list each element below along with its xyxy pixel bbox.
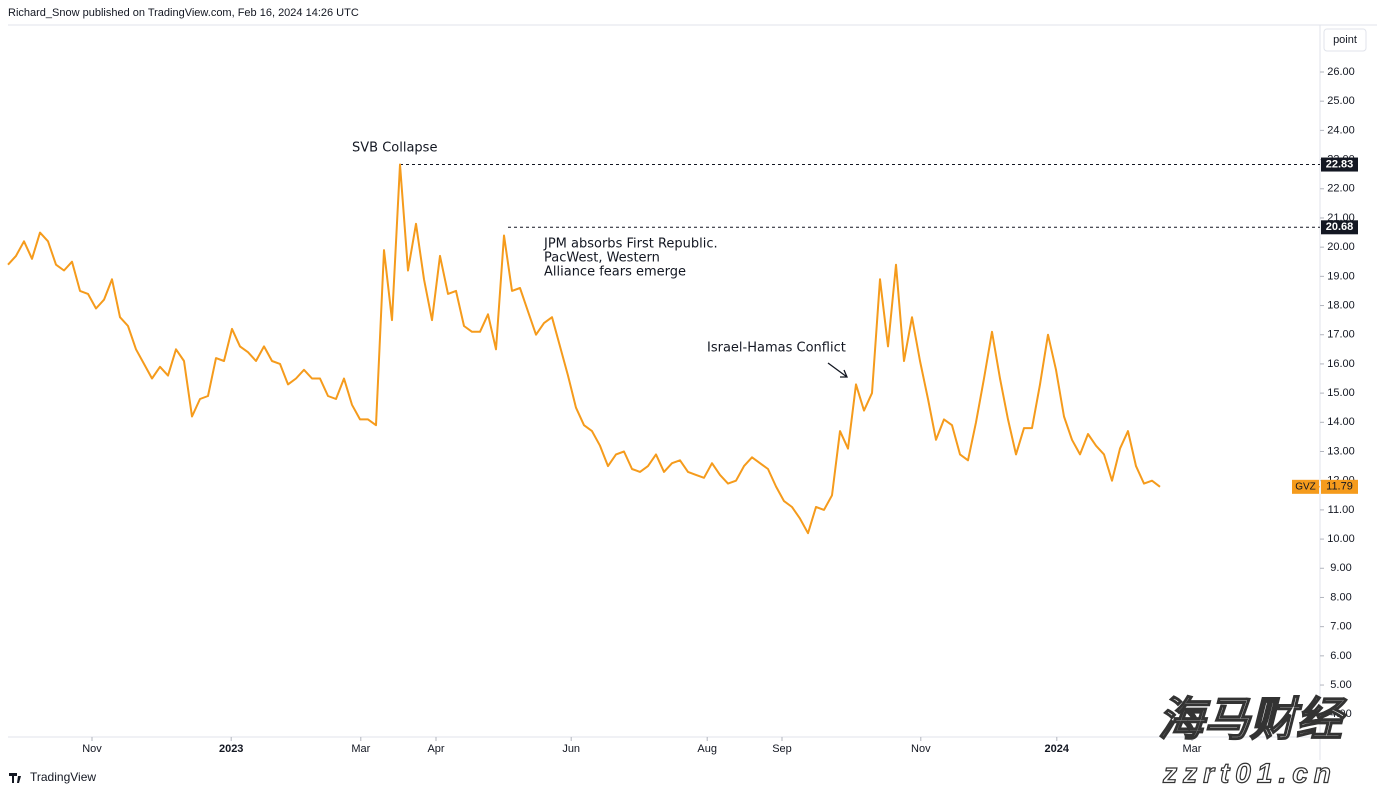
watermark-url: zzrt01.cn (1162, 757, 1337, 788)
x-tick-label: Aug (697, 743, 717, 755)
y-tick-label: 20.00 (1327, 241, 1355, 253)
y-tick-label: 15.00 (1327, 387, 1355, 399)
header: Richard_Snow published on TradingView.co… (8, 7, 359, 19)
annotation: JPM absorbs First Republic. (543, 237, 718, 252)
y-tick-label: 24.00 (1327, 124, 1355, 136)
scale-button[interactable] (1323, 28, 1367, 52)
x-tick-label: Mar (1183, 743, 1202, 755)
watermark-title: 海马财经 (1158, 693, 1347, 745)
footer-brand: TradingView (30, 770, 96, 784)
y-tick-label: 22.00 (1327, 183, 1355, 195)
price-line (7, 163, 1161, 535)
annotation-arrow (827, 362, 848, 378)
watermark: 海马财经 zzrt01.cn (1157, 692, 1348, 789)
y-tick-label: 6.00 (1330, 650, 1351, 662)
y-tick-label: 11.00 (1328, 504, 1355, 516)
y-tick-label: 9.00 (1330, 562, 1351, 574)
x-tick-label: 2023 (219, 743, 243, 755)
level-label: 22.83 (1326, 158, 1354, 170)
y-tick-label: 7.00 (1330, 621, 1351, 633)
y-tick-label: 19.00 (1327, 270, 1355, 282)
y-tick-label: 25.00 (1327, 95, 1355, 107)
y-tick-label: 10.00 (1327, 533, 1355, 545)
annotation: Alliance fears emerge (544, 265, 686, 280)
x-tick-label: 2024 (1045, 743, 1070, 755)
series-tag: GVZ (1295, 481, 1316, 492)
x-tick-label: Sep (772, 743, 792, 755)
y-tick-label: 5.00 (1330, 679, 1351, 691)
annotation: Israel-Hamas Conflict (707, 341, 846, 356)
annotation: SVB Collapse (352, 141, 437, 156)
level-box (1321, 220, 1358, 235)
y-tick-label: 17.00 (1327, 329, 1355, 341)
x-tick-label: Apr (427, 743, 444, 755)
x-tick-label: Jun (562, 743, 580, 755)
level-box (1321, 157, 1358, 172)
y-tick-label: 4.00 (1330, 708, 1351, 720)
y-tick-label: 8.00 (1330, 591, 1351, 603)
y-tick-label: 18.00 (1327, 299, 1355, 311)
scale-button-label[interactable]: point (1333, 34, 1357, 46)
x-tick-label: Nov (82, 743, 102, 755)
level-label: 20.68 (1326, 221, 1354, 233)
y-tick-label: 26.00 (1327, 66, 1355, 78)
last-value-label: 11.79 (1326, 481, 1353, 493)
last-value-box (1321, 479, 1358, 494)
series-tag-box (1292, 479, 1319, 494)
y-tick-label: 16.00 (1327, 358, 1355, 370)
y-tick-label: 13.00 (1327, 445, 1355, 457)
x-tick-label: Nov (911, 743, 931, 755)
x-tick-label: Mar (351, 743, 370, 755)
y-tick-label: 14.00 (1327, 416, 1355, 428)
logo-icon (9, 773, 21, 783)
annotation: PacWest, Western (544, 251, 660, 266)
